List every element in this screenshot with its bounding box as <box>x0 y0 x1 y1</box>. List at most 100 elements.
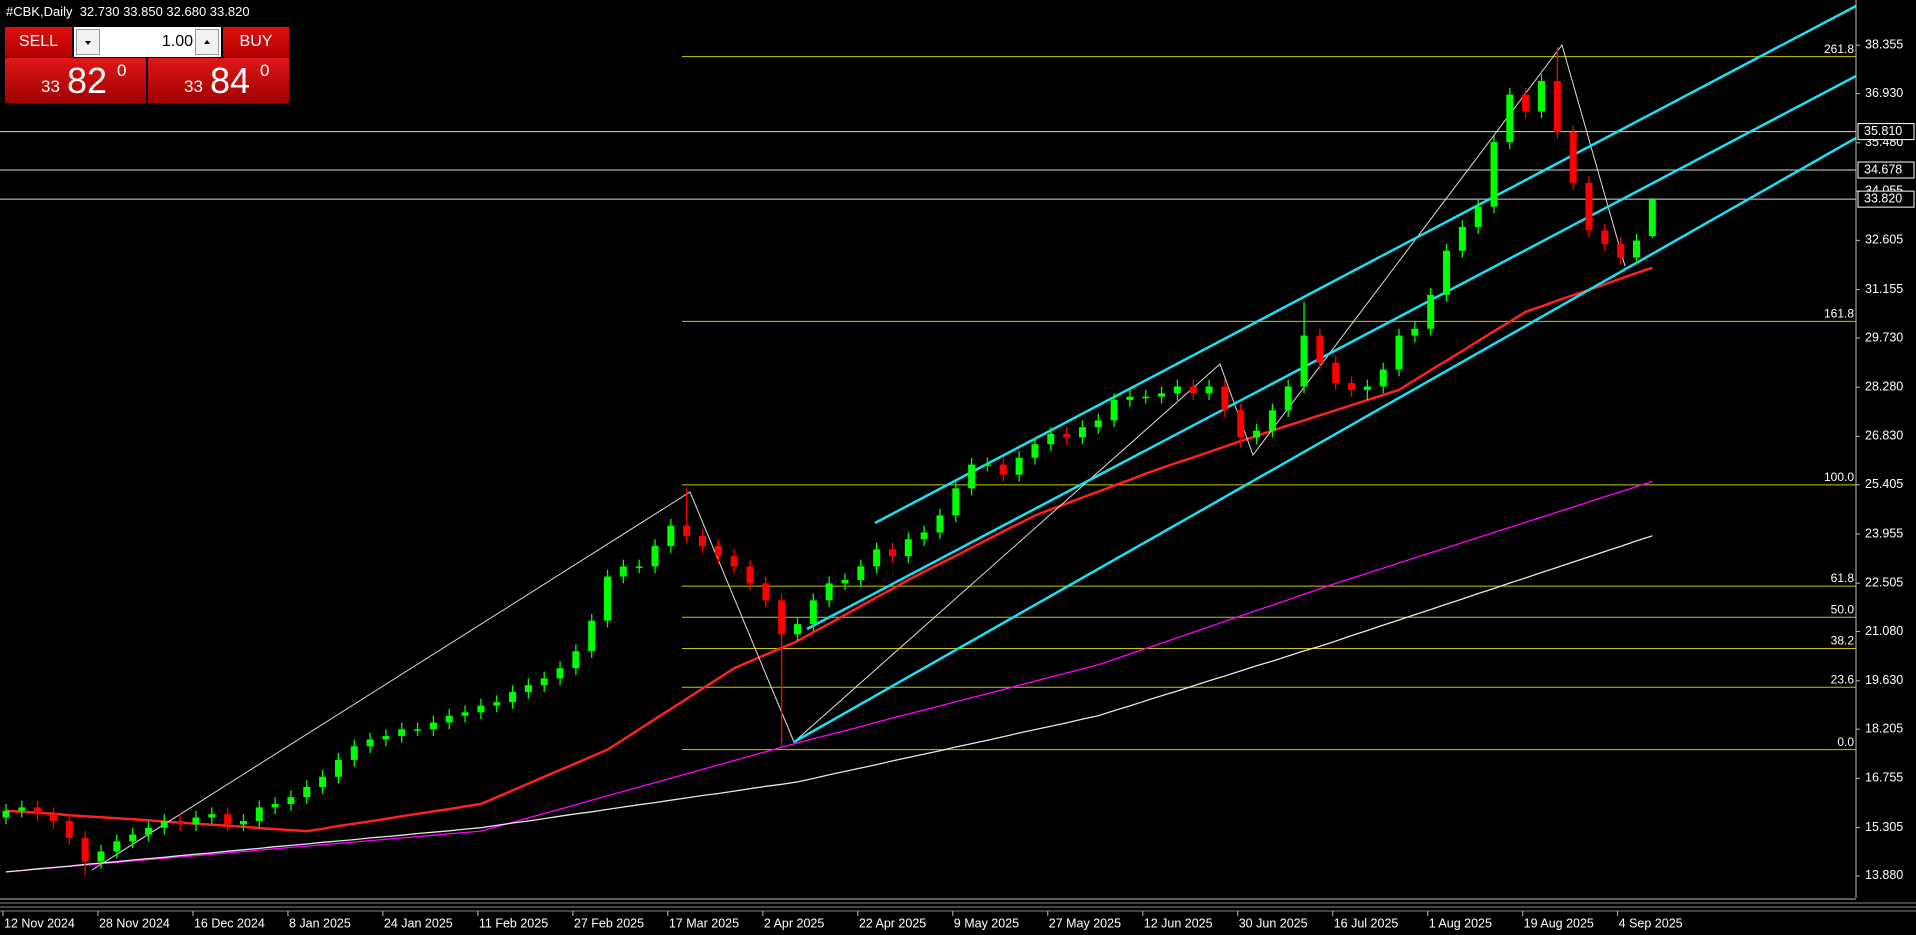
arrow-up <box>204 40 210 44</box>
candle-body <box>1078 427 1086 438</box>
candle-body <box>113 841 121 852</box>
arrow-down <box>85 41 91 45</box>
y-tick-label: 25.405 <box>1865 477 1903 491</box>
candle-body <box>1411 328 1419 336</box>
candles <box>2 47 1656 876</box>
candle-body <box>794 624 801 635</box>
candle-body <box>619 566 627 577</box>
candle-body <box>588 620 596 652</box>
candle-body <box>445 715 453 723</box>
candle-body <box>1158 393 1166 397</box>
candle-body <box>1632 240 1640 258</box>
candle-body <box>1348 383 1356 390</box>
candle-body <box>255 807 263 821</box>
candle-body <box>635 566 643 568</box>
candle-body <box>1458 226 1466 251</box>
candle-body <box>968 464 976 489</box>
candle-body <box>1063 434 1071 438</box>
fib-label: 50.0 <box>1831 602 1855 616</box>
candle-body <box>144 827 152 835</box>
candle-body <box>1427 294 1435 329</box>
candle-body <box>1648 199 1656 237</box>
candle-body <box>920 532 928 540</box>
candle-body <box>239 820 247 825</box>
candle-body <box>1363 386 1371 390</box>
y-tick-label: 38.355 <box>1865 38 1903 52</box>
indicator-line <box>5 535 1653 873</box>
fib-label: 100.0 <box>1824 470 1854 484</box>
candle-body <box>1173 386 1181 394</box>
y-tick-label: 19.630 <box>1865 673 1903 687</box>
x-tick-label: 11 Feb 2025 <box>479 916 548 930</box>
candle-body <box>65 820 73 838</box>
lot-value[interactable]: 1.00 <box>161 33 193 50</box>
x-tick-label: 27 May 2025 <box>1049 916 1121 930</box>
candle-body <box>1110 400 1118 421</box>
indicators <box>5 266 1653 873</box>
candle-body <box>303 787 311 798</box>
candle-body <box>714 546 722 557</box>
candle-body <box>1332 362 1340 384</box>
x-tick-label: 9 May 2025 <box>954 916 1019 930</box>
candle-body <box>429 722 437 730</box>
y-tick-label: 18.205 <box>1865 721 1903 735</box>
candle-body <box>730 556 738 567</box>
candle-body <box>841 579 849 584</box>
candle-body <box>271 803 279 808</box>
candle-body <box>1395 335 1403 370</box>
channel-line <box>874 4 1857 525</box>
x-tick-label: 27 Feb 2025 <box>574 916 644 930</box>
x-tick-label: 30 Jun 2025 <box>1239 916 1308 930</box>
x-tick-label: 16 Jul 2025 <box>1334 916 1399 930</box>
increase[interactable] <box>195 29 219 55</box>
y-tick-label: 26.830 <box>1865 429 1903 443</box>
candle-body <box>1268 410 1276 431</box>
candle-body <box>1316 335 1324 363</box>
y-tick-label: 28.280 <box>1865 379 1903 393</box>
candle-body <box>1221 386 1229 411</box>
candle-body <box>350 746 358 760</box>
candle-body <box>651 546 659 567</box>
candle-body <box>936 515 944 533</box>
bid-price[interactable]: 33 82 0 <box>5 58 146 103</box>
price-pips: 84 <box>210 60 251 101</box>
candle-body <box>699 535 707 547</box>
candle-body <box>509 691 517 703</box>
x-tick-label: 17 Mar 2025 <box>669 916 739 930</box>
price-fraction: 0 <box>117 61 127 80</box>
candle-body <box>18 807 26 811</box>
candle-body <box>857 566 865 580</box>
candle-body <box>1015 457 1023 475</box>
level-label: 34.678 <box>1864 162 1902 176</box>
x-tick-label: 1 Aug 2025 <box>1429 916 1492 930</box>
sell-button[interactable]: SELL <box>5 27 72 57</box>
candle-body <box>952 488 960 516</box>
candle-body <box>904 539 912 557</box>
candle-body <box>1553 81 1561 132</box>
y-tick-label: 36.930 <box>1865 86 1903 100</box>
candle-body <box>1585 182 1593 231</box>
candle-body <box>1253 430 1261 438</box>
indicator-line <box>5 266 1653 833</box>
candle-body <box>81 837 89 862</box>
candle-body <box>366 739 374 747</box>
price-prefix: 33 <box>184 77 203 96</box>
fibonacci: 261.8 161.8 100.0 61.8 50.0 38.2 23.6 0.0 <box>682 42 1856 751</box>
candle-body <box>334 759 342 777</box>
candle-body <box>287 797 295 804</box>
fib-label: 161.8 <box>1824 306 1854 320</box>
buy-button[interactable]: BUY <box>223 27 289 57</box>
x-tick-label: 2 Apr 2025 <box>764 916 825 930</box>
decrease[interactable] <box>76 29 100 55</box>
lot-size[interactable]: 1.00 <box>74 27 221 57</box>
candle-body <box>2 810 10 818</box>
candle-body <box>683 525 691 536</box>
x-tick-label: 19 Aug 2025 <box>1524 916 1594 930</box>
y-tick-label: 31.155 <box>1865 282 1903 296</box>
candle-body <box>762 583 770 601</box>
level-label: 33.820 <box>1864 191 1902 205</box>
candle-body <box>825 583 833 601</box>
candle-body <box>414 729 422 731</box>
ask-price[interactable]: 33 84 0 <box>148 58 289 103</box>
